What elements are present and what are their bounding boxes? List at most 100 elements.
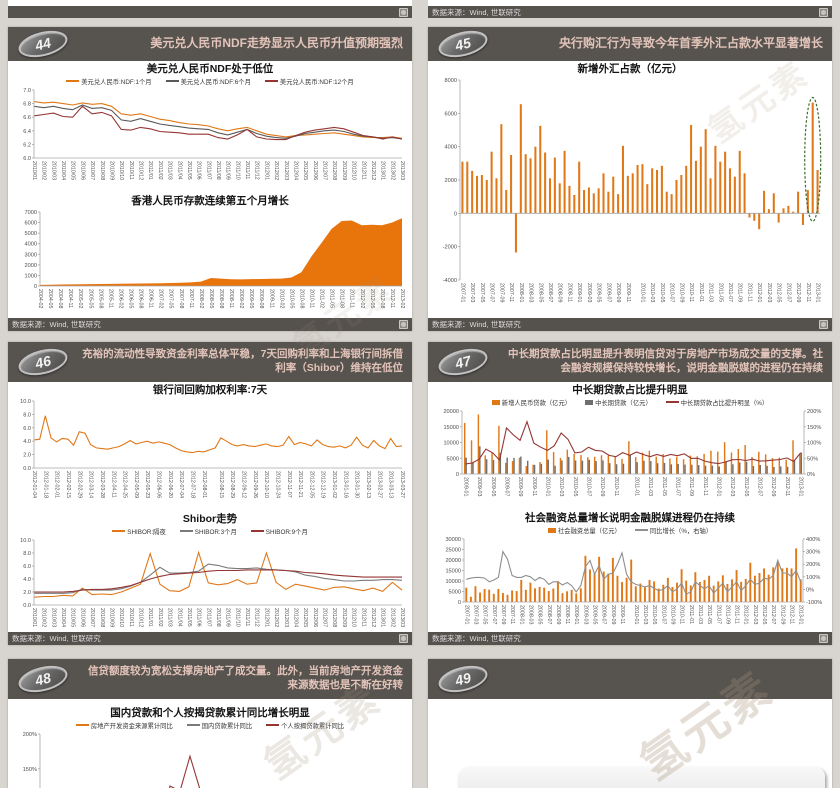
slide-header: 45 央行购汇行为导致今年首季外汇占款水平显著增长 [428, 27, 832, 62]
svg-text:2011/04: 2011/04 [176, 608, 182, 627]
svg-text:2007-07: 2007-07 [491, 605, 497, 624]
svg-text:400%: 400% [806, 537, 820, 543]
svg-text:2010-11: 2010-11 [679, 605, 685, 624]
svg-text:2000: 2000 [25, 263, 37, 269]
slide-footer: 数据来源：Wind, 世联研究 [8, 318, 412, 331]
svg-text:2012/06: 2012/06 [312, 608, 318, 627]
svg-text:30000: 30000 [445, 537, 461, 543]
svg-text:15000: 15000 [445, 569, 461, 575]
chart-social-financing: 社会融资总量增长说明金融脱媒进程仍在持续 社会融资总量（亿元） 同比增长（%，右轴）… [445, 512, 823, 625]
svg-text:2005-08: 2005-08 [97, 289, 103, 308]
svg-text:200%: 200% [806, 562, 820, 568]
svg-text:2012-09: 2012-09 [770, 477, 776, 496]
svg-text:2011-11: 2011-11 [349, 289, 355, 308]
picture-icon [399, 7, 408, 17]
svg-text:2007-01: 2007-01 [459, 283, 465, 302]
svg-text:2012-04-11: 2012-04-11 [110, 471, 116, 498]
svg-text:2010-05: 2010-05 [659, 283, 665, 302]
svg-text:2013/01: 2013/01 [380, 161, 386, 180]
svg-text:2010-03: 2010-03 [642, 605, 648, 624]
svg-text:2012-07: 2012-07 [785, 283, 791, 302]
svg-text:2010/06: 2010/06 [79, 608, 85, 627]
svg-text:2012-04-25: 2012-04-25 [122, 471, 128, 498]
svg-text:2012-01-18: 2012-01-18 [42, 471, 48, 498]
svg-text:2012/04: 2012/04 [292, 161, 298, 180]
slide-title: 信贷额度较为宽松支撑房地产了成交量。此外，当前房地产开发资金来源数据也是不断在好… [88, 665, 403, 691]
svg-text:2007-03: 2007-03 [469, 283, 475, 302]
svg-text:2012-09: 2012-09 [779, 605, 785, 624]
svg-text:6.0: 6.0 [23, 426, 31, 432]
svg-text:2006-05: 2006-05 [128, 289, 134, 308]
svg-text:2012-09: 2012-09 [795, 283, 801, 302]
svg-text:2013-02-27: 2013-02-27 [376, 471, 382, 498]
slide-body: 中长期贷款占比提升明显 新增人民币贷款（亿元） 中长期贷款（亿元） 中长期贷款占比提升… [428, 382, 832, 640]
svg-text:2012/01: 2012/01 [263, 608, 269, 627]
picture-icon [819, 7, 828, 17]
svg-text:2012/03: 2012/03 [283, 608, 289, 627]
svg-text:2012-09-12: 2012-09-12 [240, 471, 246, 498]
svg-text:2012-06-20: 2012-06-20 [167, 471, 173, 498]
svg-text:2008-05: 2008-05 [537, 605, 543, 624]
svg-text:2009-11: 2009-11 [268, 289, 274, 308]
svg-text:2009-05: 2009-05 [596, 283, 602, 302]
partial-slide-footer-right: 数据来源：Wind, 世联研究 [428, 6, 832, 18]
svg-text:2011/11: 2011/11 [244, 161, 250, 179]
svg-text:2011/11: 2011/11 [244, 608, 250, 626]
chart-mlt-loan-ratio: 中长期贷款占比提升明显 新增人民币贷款（亿元） 中长期贷款（亿元） 中长期贷款占比提升… [443, 384, 822, 497]
svg-text:0: 0 [458, 600, 461, 606]
svg-text:2010-07: 2010-07 [660, 605, 666, 624]
svg-text:2005-11: 2005-11 [107, 289, 113, 308]
svg-text:2012-05: 2012-05 [776, 283, 782, 302]
svg-text:2013/02: 2013/02 [389, 608, 395, 627]
svg-text:6.8: 6.8 [23, 102, 31, 108]
svg-text:2008-03: 2008-03 [528, 283, 534, 302]
svg-text:2009-01: 2009-01 [573, 605, 579, 624]
slide-body: 美元兑人民币NDF处于低位 美元兑人民币:NDF:1个月 美元兑人民币:NDF:6个… [8, 61, 412, 325]
svg-text:2010/10: 2010/10 [118, 608, 124, 627]
svg-text:2012-11: 2012-11 [389, 289, 395, 308]
svg-text:4000: 4000 [25, 242, 37, 248]
svg-text:2008-09: 2008-09 [557, 283, 563, 302]
svg-text:2010/01: 2010/01 [31, 161, 37, 180]
svg-text:100%: 100% [807, 441, 821, 447]
svg-text:2007-03: 2007-03 [472, 605, 478, 624]
picture-icon [399, 320, 408, 329]
svg-text:2010-03: 2010-03 [558, 477, 564, 496]
svg-text:10000: 10000 [445, 579, 461, 585]
slide-number: 45 [453, 34, 473, 54]
svg-text:2008-01: 2008-01 [518, 605, 524, 624]
svg-text:0.0: 0.0 [23, 603, 31, 609]
chart-loan-mortgage-growth: 国内贷款和个人按揭贷款累计同比增长明显 房地产开发资金来源累计同比 国内贷款累计同比… [10, 707, 410, 788]
svg-text:2010-08: 2010-08 [298, 289, 304, 308]
svg-text:2.0: 2.0 [23, 590, 31, 596]
svg-text:2007-09: 2007-09 [498, 283, 504, 302]
svg-text:2000: 2000 [445, 178, 457, 184]
slide-number: 48 [33, 669, 53, 689]
svg-text:2008-02: 2008-02 [198, 289, 204, 308]
svg-text:2011/02: 2011/02 [157, 161, 163, 180]
slide-title: 美元兑人民币NDF走势显示人民币升值预期强烈 [150, 36, 403, 51]
svg-text:2010/08: 2010/08 [99, 161, 105, 180]
svg-text:2010-05: 2010-05 [572, 477, 578, 496]
svg-text:2011/10: 2011/10 [234, 608, 240, 627]
svg-text:2011/02: 2011/02 [157, 608, 163, 627]
svg-text:2009-05: 2009-05 [490, 477, 496, 496]
svg-text:2010-01: 2010-01 [545, 477, 551, 496]
svg-text:2009-09: 2009-09 [615, 283, 621, 302]
svg-text:2012-07: 2012-07 [770, 605, 776, 624]
svg-text:2012-03: 2012-03 [729, 477, 735, 496]
svg-text:2011/05: 2011/05 [186, 608, 192, 627]
svg-text:2010-09: 2010-09 [599, 477, 605, 496]
slide-44: 44 美元兑人民币NDF走势显示人民币升值预期强烈 美元兑人民币NDF处于低位美… [8, 27, 412, 331]
slide-47: 47 中长期贷款占比明显提升表明信贷对于房地产市场成交量的支撑。社会融资规模保持… [428, 342, 832, 645]
svg-text:2006-11: 2006-11 [148, 289, 154, 308]
svg-text:10.0: 10.0 [20, 399, 31, 405]
svg-text:2011-03: 2011-03 [708, 283, 714, 302]
svg-text:2010/09: 2010/09 [108, 161, 114, 180]
svg-text:6.0: 6.0 [23, 564, 31, 570]
svg-text:2012/01: 2012/01 [263, 161, 269, 180]
svg-text:2012-03: 2012-03 [766, 283, 772, 302]
svg-text:2011-03: 2011-03 [647, 477, 653, 496]
svg-text:1000: 1000 [25, 273, 37, 279]
slide-footer: 数据来源：Wind, 世联研究 [428, 632, 832, 645]
